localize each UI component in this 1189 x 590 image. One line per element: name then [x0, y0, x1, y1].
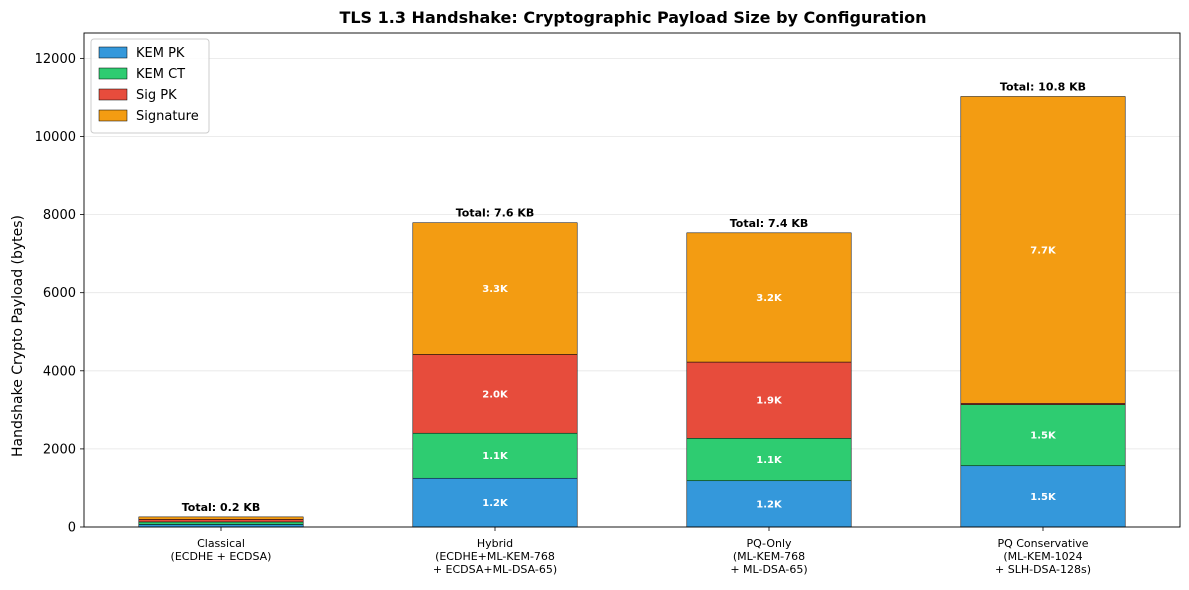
bar-total-label: Total: 7.4 KB [730, 217, 809, 230]
x-tick-label-line: Hybrid [477, 537, 513, 550]
bar-total-label: Total: 0.2 KB [182, 501, 261, 514]
x-tick-label-line: Classical [197, 537, 245, 550]
grid-layer [84, 57, 1180, 528]
segment-value-label: 1.9K [756, 396, 783, 407]
bar-segment [412, 432, 578, 479]
plot-frame [83, 32, 1181, 528]
bar-segment [138, 519, 304, 523]
x-tick-label-line: (ECDHE+ML-KEM-768 [435, 550, 555, 563]
bar-segment [138, 516, 304, 520]
bar-segment [686, 438, 852, 482]
segment-value-label: 7.7K [1030, 245, 1057, 256]
y-axis-label: Handshake Crypto Payload (bytes) [10, 215, 26, 457]
bar-segment [960, 465, 1126, 528]
bar-segment [412, 354, 578, 434]
bar-total-label: Total: 7.6 KB [456, 207, 535, 220]
x-tick-label: Hybrid (ECDHE+ML-KEM-768 + ECDSA+ML-DSA-65… [433, 537, 557, 576]
legend-swatch [98, 46, 128, 59]
x-tick-label-line: PQ Conservative [997, 537, 1088, 550]
x-tick-label-line: PQ-Only [746, 537, 792, 550]
x-tick-label: PQ Conservative (ML-KEM-1024 + SLH-DSA-128… [995, 537, 1091, 576]
bar-segment [686, 361, 852, 439]
segment-value-label: 1.5K [1030, 492, 1057, 503]
bars-layer: Total: 0.2 KB 1.2K 1.1K 2.0K 3.3K Total: 7.6 … [138, 80, 1126, 528]
segment-value-label: 3.2K [756, 293, 783, 304]
segment-value-label: 1.2K [482, 498, 509, 509]
y-tick-label: 8000 [43, 208, 76, 223]
y-tick-label: 6000 [43, 286, 76, 301]
x-tick-label-line: (ML-KEM-768 [733, 550, 805, 563]
chart-title: TLS 1.3 Handshake: Cryptographic Payload… [339, 8, 926, 27]
y-tick-label: 10000 [35, 130, 76, 145]
legend: KEM PK KEM CT Sig PK Signature [90, 38, 210, 134]
x-tick-label-line: (ML-KEM-1024 [1003, 550, 1082, 563]
y-tick-label: 2000 [43, 442, 76, 457]
legend-swatch [98, 67, 128, 80]
legend-swatch [98, 88, 128, 101]
x-tick-label: Classical (ECDHE + ECDSA) [171, 537, 272, 563]
bar-segment [960, 404, 1126, 467]
y-tick-label: 4000 [43, 364, 76, 379]
y-tick-label: 0 [68, 521, 76, 536]
segment-value-label: 1.1K [482, 451, 509, 462]
legend-box [90, 38, 210, 134]
x-tick-label-line: + ML-DSA-65) [730, 563, 807, 576]
bar-total-label: Total: 10.8 KB [1000, 80, 1086, 93]
bar-segment [686, 480, 852, 528]
bar-segment [686, 232, 852, 363]
bar-segment [138, 521, 304, 525]
segment-value-label: 2.0K [482, 389, 509, 400]
bar-segment [412, 222, 578, 355]
segment-value-label: 1.5K [1030, 431, 1057, 442]
legend-entry-label: Signature [136, 109, 199, 124]
bar-segment [960, 96, 1126, 404]
legend-swatch [98, 109, 128, 122]
legend-entry-label: KEM CT [136, 67, 185, 82]
x-tick-label: PQ-Only (ML-KEM-768 + ML-DSA-65) [730, 537, 807, 576]
y-tick-label: 12000 [35, 52, 76, 67]
segment-value-label: 3.3K [482, 284, 509, 295]
legend-entry-label: KEM PK [136, 46, 185, 61]
legend-entry-label: Sig PK [136, 88, 177, 103]
x-tick-label-line: + SLH-DSA-128s) [995, 563, 1091, 576]
segment-value-label: 1.2K [756, 499, 783, 510]
segment-value-label: 1.1K [756, 455, 783, 466]
x-tick-label-line: + ECDSA+ML-DSA-65) [433, 563, 557, 576]
x-tick-label-line: (ECDHE + ECDSA) [171, 550, 272, 563]
